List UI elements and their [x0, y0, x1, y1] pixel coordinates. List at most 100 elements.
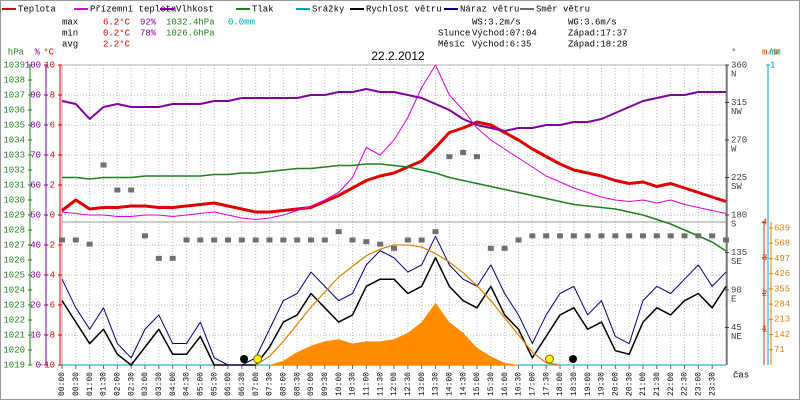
compass-label: SW — [731, 182, 742, 192]
y-tick-label: 1022 — [3, 315, 25, 325]
x-tick-label: 08:30 — [293, 372, 302, 396]
y-tick-label: -2 — [44, 240, 55, 250]
series-line — [62, 163, 727, 252]
wind-direction-point — [612, 233, 619, 239]
stat-value: 1026.6hPa — [166, 28, 215, 38]
wind-direction-point — [197, 237, 204, 243]
wind-direction-point — [363, 239, 370, 245]
wind-direction-point — [515, 237, 522, 243]
wind-direction-point — [183, 237, 190, 243]
y-tick-label: 40 — [30, 240, 41, 250]
y-tick-label: 142 — [774, 330, 790, 340]
wind-direction-point — [211, 237, 218, 243]
wind-direction-point — [128, 187, 135, 193]
y-tick-label: 213 — [774, 315, 790, 325]
y-tick-label: 1039 — [3, 60, 25, 70]
info-text: Východ:07:04 — [472, 28, 537, 38]
info-text: Měsíc — [438, 39, 465, 49]
wind-direction-point — [59, 237, 65, 243]
wind-direction-point — [238, 237, 245, 243]
x-tick-label: 12:00 — [390, 372, 399, 396]
stat-value: 0.2°C — [103, 28, 131, 38]
y-tick-label: 1023 — [3, 300, 25, 310]
y-tick-label: 10 — [30, 330, 41, 340]
x-tick-label: 03:30 — [155, 372, 164, 396]
y-tick-label: 568 — [774, 239, 790, 249]
y-tick-label: 30 — [30, 270, 41, 280]
wind-direction-point — [709, 233, 716, 239]
x-axis-label: čas — [733, 370, 749, 380]
x-tick-label: 05:30 — [210, 372, 219, 396]
x-tick-label: 13:00 — [418, 372, 427, 396]
wind-direction-point — [418, 237, 425, 243]
y-tick-label: 1029 — [3, 210, 25, 220]
info-text: Slunce — [438, 28, 470, 38]
y-tick-label: 1024 — [3, 285, 25, 295]
info-text: Západ:18:28 — [568, 39, 627, 49]
wind-direction-point — [570, 233, 577, 239]
wind-direction-point — [72, 237, 79, 243]
stat-value: 92% — [140, 17, 157, 27]
x-tick-label: 14:00 — [445, 372, 454, 396]
compass-label: NW — [731, 107, 742, 117]
wind-direction-point — [321, 237, 328, 243]
stat-value: 6.2°C — [103, 17, 131, 27]
wind-direction-point — [723, 237, 729, 243]
radiation-area — [62, 302, 726, 365]
compass-label: W — [731, 144, 737, 154]
wind-direction-point — [294, 237, 301, 243]
y-tick-label: 1032 — [3, 165, 25, 175]
x-tick-label: 01:30 — [100, 372, 109, 396]
moon-marker — [240, 355, 249, 363]
wind-direction-point — [155, 255, 162, 261]
y-tick-label: 180 — [731, 210, 747, 220]
x-tick-label: 04:00 — [169, 372, 178, 396]
x-tick-label: 14:30 — [459, 372, 468, 396]
legend-label: Vlhkost — [176, 4, 214, 14]
info-text: Východ:6:35 — [472, 39, 531, 49]
y-tick-label: 100 — [25, 60, 41, 70]
y-tick-label: 0 — [50, 210, 55, 220]
y-tick-label: 1038 — [3, 75, 25, 85]
y-tick-label: 284 — [774, 299, 790, 309]
x-tick-label: 22:00 — [667, 372, 676, 396]
legend-label: Směr větru — [536, 4, 590, 14]
series-line — [61, 88, 726, 132]
y-tick-label: 0 — [36, 360, 41, 370]
stat-value: 78% — [140, 28, 157, 38]
y-tick-label: 1037 — [3, 90, 25, 100]
x-tick-label: 12:30 — [404, 372, 413, 396]
axis-title: hPa — [8, 47, 25, 57]
wind-direction-point — [335, 229, 342, 235]
axis-title: m/s — [762, 47, 778, 57]
x-tick-label: 20:30 — [625, 372, 634, 396]
y-tick-label: 60 — [30, 180, 41, 190]
y-tick-label: 4 — [50, 150, 55, 160]
x-tick-label: 21:00 — [639, 372, 648, 396]
x-tick-label: 19:30 — [598, 372, 607, 396]
x-tick-label: 07:30 — [266, 372, 275, 396]
legend-label: Srážky — [312, 4, 345, 14]
wind-direction-point — [584, 233, 591, 239]
x-tick-label: 07:00 — [252, 372, 261, 396]
y-tick-label: 2 — [762, 289, 767, 299]
x-tick-label: 23:30 — [708, 372, 717, 396]
wind-direction-point — [142, 233, 148, 239]
axis-title: % — [35, 47, 41, 57]
y-tick-label: 45 — [731, 323, 742, 333]
y-tick-label: -4 — [44, 270, 55, 280]
x-tick-label: 17:30 — [542, 372, 551, 396]
info-text: Západ:17:37 — [568, 28, 627, 38]
wind-direction-point — [474, 154, 480, 160]
compass-label: S — [731, 219, 736, 229]
y-tick-label: 6 — [50, 120, 55, 130]
x-tick-label: 13:30 — [432, 372, 441, 396]
wind-direction-point — [557, 233, 563, 239]
wind-direction-point — [543, 233, 550, 239]
y-tick-label: 225 — [731, 173, 747, 183]
info-text: WS:3.2m/s — [472, 17, 521, 27]
y-tick-label: -6 — [44, 300, 55, 310]
y-tick-label: 360 — [731, 60, 747, 70]
x-tick-label: 02:00 — [113, 372, 122, 396]
